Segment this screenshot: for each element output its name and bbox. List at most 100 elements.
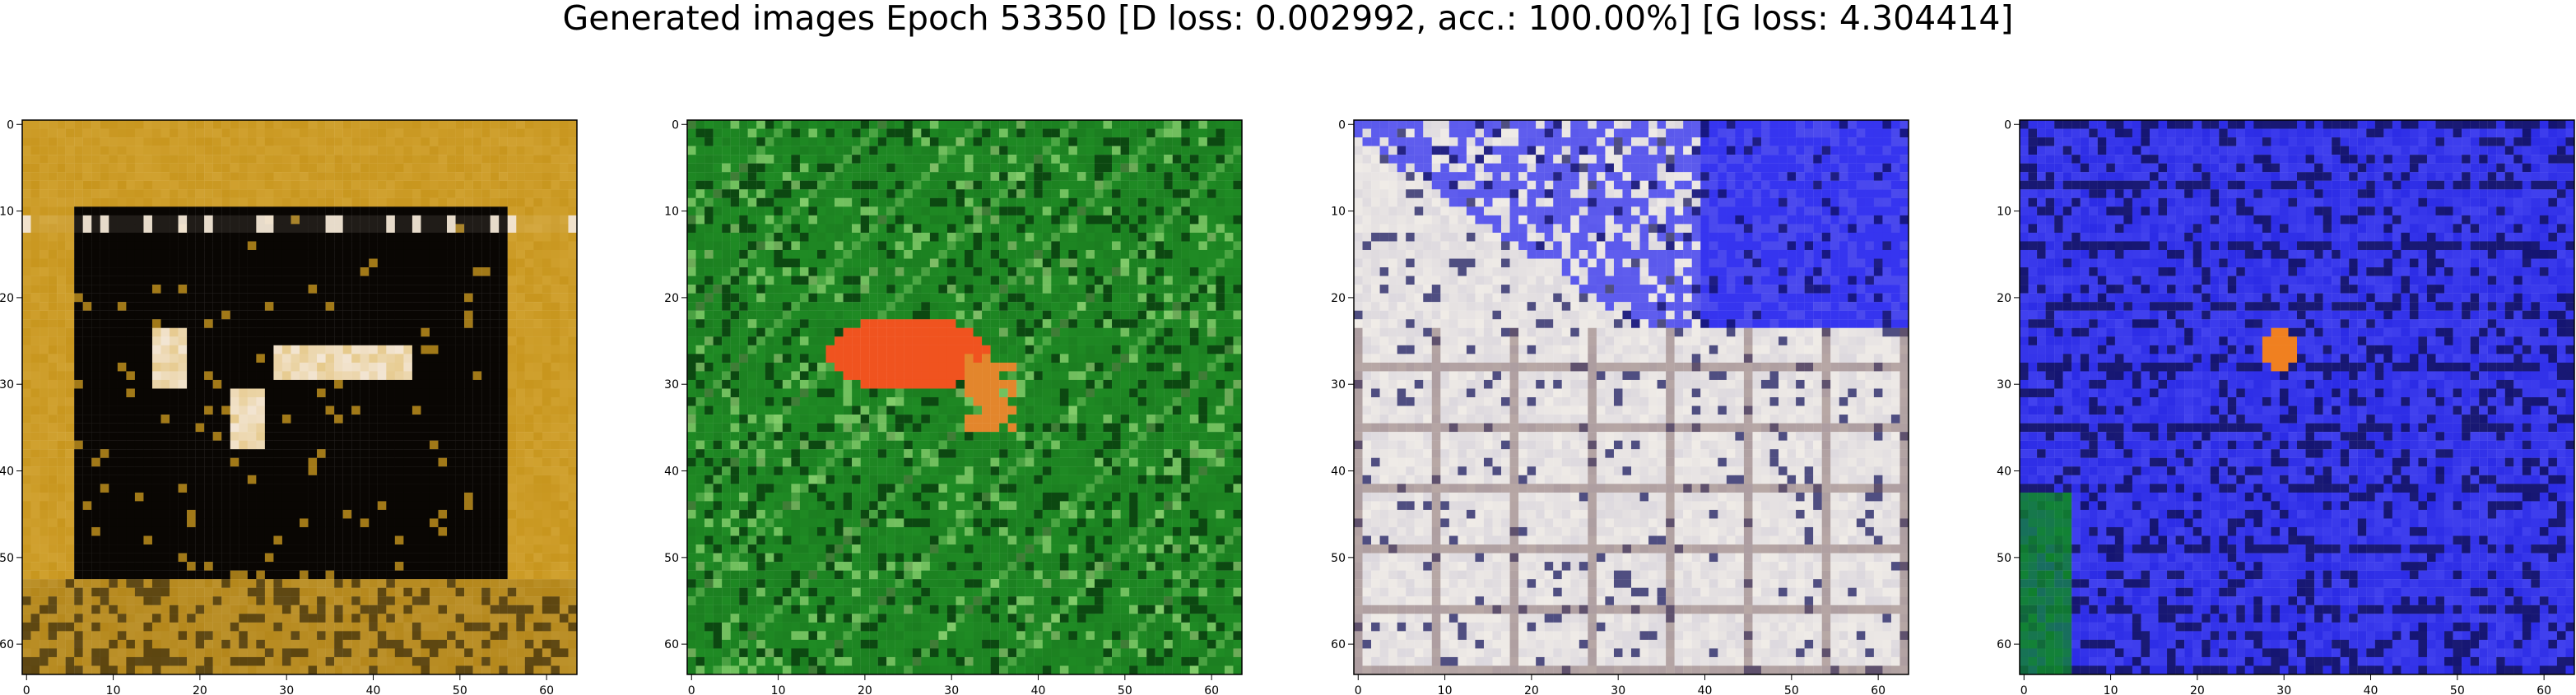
image-pixel xyxy=(351,319,360,328)
image-pixel xyxy=(212,310,222,320)
image-pixel xyxy=(334,172,343,181)
image-pixel xyxy=(369,388,378,398)
image-pixel xyxy=(109,362,118,372)
image-pixel xyxy=(1007,128,1017,138)
image-pixel xyxy=(30,562,40,571)
image-pixel xyxy=(447,249,456,259)
image-pixel xyxy=(447,345,456,354)
image-pixel xyxy=(291,475,300,484)
image-pixel xyxy=(403,336,413,345)
image-pixel xyxy=(455,544,465,554)
image-pixel xyxy=(300,553,309,563)
image-pixel xyxy=(281,189,291,198)
image-pixel xyxy=(403,405,413,415)
image-pixel xyxy=(351,371,360,381)
image-pixel xyxy=(281,302,291,311)
image-pixel xyxy=(100,232,109,242)
image-pixel xyxy=(499,180,508,190)
image-pixel xyxy=(472,639,482,649)
image-pixel xyxy=(1103,128,1113,138)
image-pixel xyxy=(516,587,525,597)
image-pixel xyxy=(204,518,213,528)
image-pixel xyxy=(929,180,939,190)
image-pixel xyxy=(438,423,448,433)
image-pixel xyxy=(212,544,222,554)
image-pixel xyxy=(221,449,230,458)
image-pixel xyxy=(74,336,83,345)
image-pixel xyxy=(256,241,266,251)
image-pixel xyxy=(1146,120,1155,129)
image-pixel xyxy=(143,501,153,511)
image-pixel xyxy=(212,163,222,173)
image-pixel xyxy=(342,509,352,519)
image-pixel xyxy=(57,189,66,198)
image-pixel xyxy=(160,310,170,320)
image-pixel xyxy=(334,665,343,675)
image-pixel xyxy=(65,656,75,666)
image-pixel xyxy=(170,379,179,389)
image-pixel xyxy=(816,180,826,190)
image-pixel xyxy=(472,553,482,563)
image-pixel xyxy=(412,501,421,511)
image-pixel xyxy=(438,189,448,198)
image-pixel xyxy=(481,475,491,484)
image-pixel xyxy=(412,388,421,398)
image-pixel xyxy=(524,440,534,450)
image-pixel xyxy=(507,388,517,398)
image-pixel xyxy=(455,501,465,511)
image-pixel xyxy=(524,648,534,658)
image-pixel xyxy=(204,562,213,571)
image-pixel xyxy=(1233,137,1243,146)
image-pixel xyxy=(291,172,300,181)
image-pixel xyxy=(325,224,335,234)
image-pixel xyxy=(481,336,491,345)
image-pixel xyxy=(100,215,109,225)
image-pixel xyxy=(1025,120,1035,129)
image-pixel xyxy=(273,137,283,146)
image-pixel xyxy=(835,215,844,225)
image-pixel xyxy=(394,397,404,406)
image-pixel xyxy=(904,232,913,242)
image-pixel xyxy=(1076,215,1086,225)
image-pixel xyxy=(40,605,49,614)
image-pixel xyxy=(499,518,508,528)
image-pixel xyxy=(126,562,136,571)
image-pixel xyxy=(143,172,153,181)
image-pixel xyxy=(1076,146,1086,155)
image-pixel xyxy=(308,440,318,450)
image-pixel xyxy=(835,137,844,146)
image-pixel xyxy=(273,146,283,155)
image-pixel xyxy=(455,267,465,276)
image-pixel xyxy=(973,128,983,138)
image-pixel xyxy=(860,232,870,242)
image-pixel xyxy=(377,354,387,364)
image-pixel xyxy=(1068,155,1078,164)
image-pixel xyxy=(877,172,887,181)
image-pixel xyxy=(30,605,40,614)
image-pixel xyxy=(394,336,404,345)
image-pixel xyxy=(455,388,465,398)
image-pixel xyxy=(160,345,170,354)
image-pixel xyxy=(516,562,525,571)
image-pixel xyxy=(57,484,66,493)
image-pixel xyxy=(921,206,931,215)
image-pixel xyxy=(57,579,66,588)
image-pixel xyxy=(852,128,861,138)
image-pixel xyxy=(264,267,274,276)
image-pixel xyxy=(91,466,100,475)
image-pixel xyxy=(472,163,482,173)
image-pixel xyxy=(82,440,92,450)
image-pixel xyxy=(956,206,965,215)
image-pixel xyxy=(300,155,309,164)
image-pixel xyxy=(126,614,136,623)
image-pixel xyxy=(204,587,213,597)
image-pixel xyxy=(912,224,922,234)
image-pixel xyxy=(1224,180,1234,190)
image-pixel xyxy=(134,249,144,259)
image-pixel xyxy=(542,206,551,215)
image-pixel xyxy=(1233,180,1243,190)
image-pixel xyxy=(1164,172,1173,181)
image-pixel xyxy=(195,518,205,528)
image-pixel xyxy=(369,415,378,424)
image-pixel xyxy=(22,180,31,190)
